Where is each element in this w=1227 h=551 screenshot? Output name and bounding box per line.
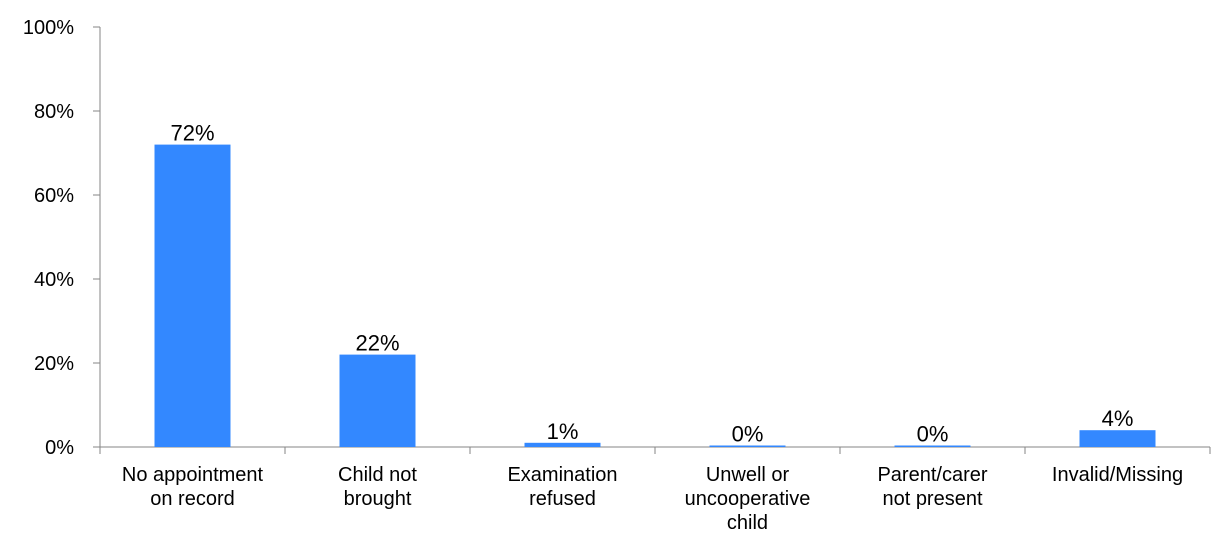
- x-tick-label: Unwell or uncooperative child: [685, 464, 811, 534]
- x-axis: [99, 446, 1211, 454]
- x-tick-label: Child not brought: [338, 464, 417, 510]
- bar: [709, 445, 786, 447]
- data-label: 0%: [917, 422, 949, 447]
- data-label: 1%: [547, 419, 579, 444]
- x-tick-label: Examination refused: [507, 464, 617, 510]
- x-tick-label: No appointment on record: [122, 464, 264, 510]
- bar: [1079, 430, 1156, 447]
- data-label: 4%: [1102, 406, 1134, 431]
- bars: [154, 144, 1156, 447]
- bar: [524, 442, 601, 447]
- y-tick-label: 40%: [34, 269, 74, 291]
- bar: [894, 445, 971, 447]
- x-tick-label: Parent/carer not present: [877, 464, 987, 510]
- y-tick-label: 100%: [23, 17, 74, 39]
- y-tick-label: 80%: [34, 101, 74, 123]
- bar: [154, 144, 231, 447]
- data-label: 72%: [170, 121, 214, 146]
- data-label: 22%: [355, 331, 399, 356]
- y-tick-label: 20%: [34, 353, 74, 375]
- data-labels: 72% 22% 1% 0% 0% 4%: [170, 121, 1133, 447]
- bar: [339, 354, 416, 447]
- x-tick-label: Invalid/Missing: [1052, 464, 1183, 486]
- data-label: 0%: [732, 422, 764, 447]
- y-axis: 0% 20% 40% 60% 80% 100%: [23, 17, 101, 459]
- y-tick-label: 60%: [34, 185, 74, 207]
- y-tick-label: 0%: [45, 437, 74, 459]
- category-labels: No appointment on record Child not brought E…: [122, 464, 1183, 534]
